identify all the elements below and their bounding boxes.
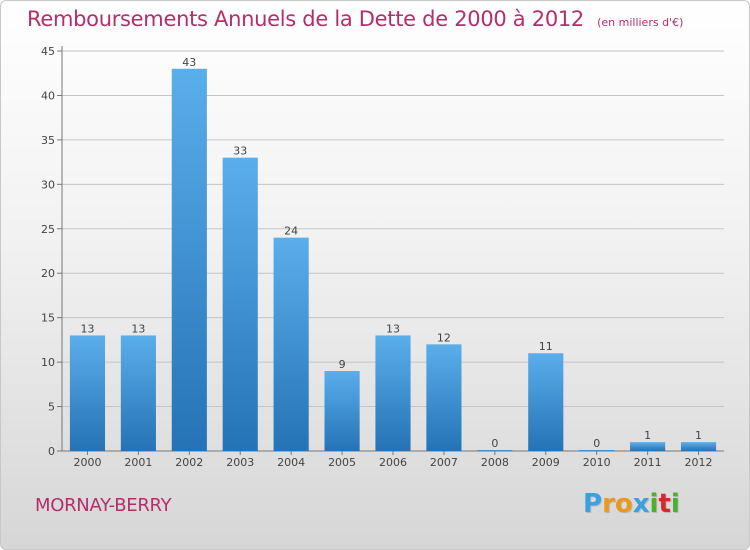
y-tick-label: 5 (48, 401, 55, 414)
bar-value-label: 24 (284, 225, 298, 238)
x-tick-label: 2002 (175, 456, 203, 469)
x-tick-label: 2004 (277, 456, 305, 469)
bar (171, 68, 207, 452)
city-name: MORNAY-BERRY (35, 495, 172, 516)
bar-value-label: 9 (339, 358, 346, 371)
logo-letter: r (602, 489, 615, 519)
bar-value-label: 13 (386, 322, 400, 335)
chart-subtitle: (en milliers d'€) (597, 16, 684, 29)
x-tick-label: 2012 (685, 456, 713, 469)
y-tick-label: 10 (41, 356, 55, 369)
bar-value-label: 12 (437, 331, 451, 344)
x-tick-label: 2011 (634, 456, 662, 469)
bar-value-label: 13 (131, 322, 145, 335)
x-tick-label: 2000 (73, 456, 101, 469)
x-tick-label: 2010 (583, 456, 611, 469)
bar (528, 353, 564, 451)
bar-value-label: 0 (491, 437, 498, 450)
y-tick-label: 35 (41, 134, 55, 147)
x-tick-label: 2008 (481, 456, 509, 469)
bar-value-label: 13 (80, 322, 94, 335)
bar (477, 450, 513, 451)
logo-letter: P (583, 489, 603, 519)
bar-value-label: 1 (695, 429, 702, 442)
y-tick-label: 15 (41, 312, 55, 325)
bar (375, 335, 411, 451)
bar (120, 335, 156, 451)
y-tick-label: 30 (41, 178, 55, 191)
bar-value-label: 43 (182, 56, 196, 69)
x-tick-label: 2006 (379, 456, 407, 469)
bar (324, 371, 360, 451)
x-tick-label: 2003 (226, 456, 254, 469)
y-tick-label: 45 (41, 45, 55, 58)
y-tick-label: 25 (41, 223, 55, 236)
logo-letter: x (632, 489, 650, 519)
proxiti-logo: Proxiti (583, 489, 680, 519)
bar-value-label: 33 (233, 145, 247, 158)
chart-title: Remboursements Annuels de la Dette de 20… (27, 7, 584, 31)
bar (680, 442, 717, 451)
bar (579, 450, 615, 451)
bar (273, 237, 309, 451)
bar-value-label: 1 (644, 429, 651, 442)
bar (426, 344, 462, 451)
bar (69, 335, 106, 451)
x-tick-label: 2001 (124, 456, 152, 469)
bar-value-label: 11 (539, 340, 553, 353)
bar (222, 157, 258, 451)
logo-letter: o (614, 489, 633, 519)
logo-letter: i (670, 489, 680, 519)
bar-value-label: 0 (593, 437, 600, 450)
logo-letter: t (658, 489, 671, 519)
logo-letter: i (649, 489, 659, 519)
bar (630, 442, 666, 451)
title-row: Remboursements Annuels de la Dette de 20… (27, 7, 683, 31)
y-tick-label: 20 (41, 267, 55, 280)
y-tick-label: 0 (48, 445, 55, 458)
x-tick-label: 2009 (532, 456, 560, 469)
y-tick-label: 40 (41, 89, 55, 102)
x-tick-label: 2005 (328, 456, 356, 469)
x-tick-label: 2007 (430, 456, 458, 469)
